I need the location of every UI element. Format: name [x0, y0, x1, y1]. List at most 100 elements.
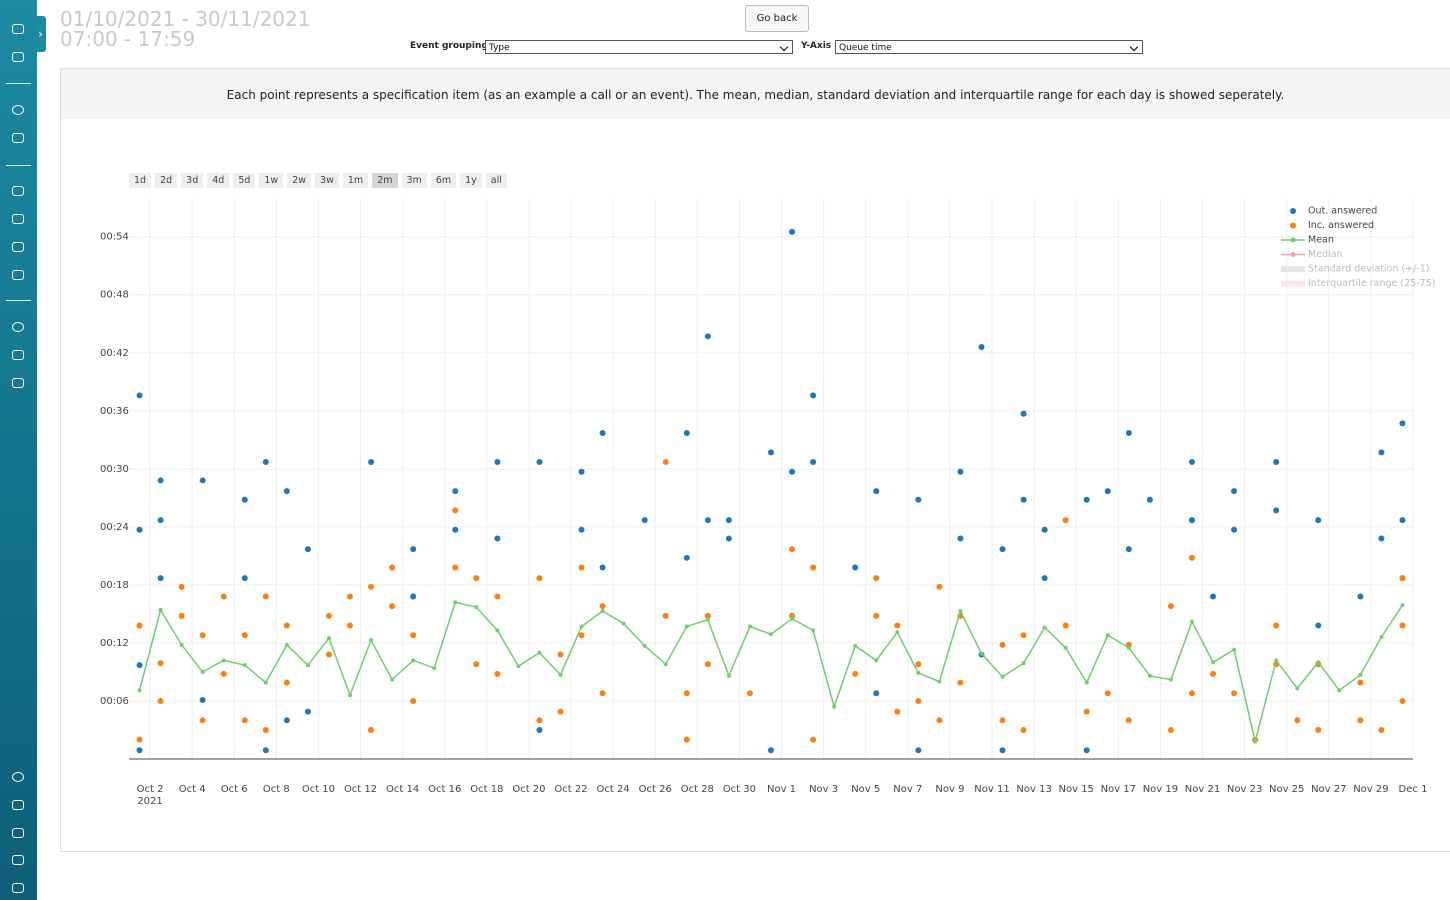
- data-point: [157, 660, 164, 667]
- data-point: [599, 564, 606, 571]
- range-button[interactable]: 3w: [315, 173, 339, 188]
- nav-user[interactable]: [12, 855, 24, 865]
- nav-logout[interactable]: [12, 883, 24, 893]
- x-tick-label: Nov 5: [851, 784, 880, 795]
- y-tick-label: 00:30: [100, 464, 129, 475]
- nav-users[interactable]: [12, 52, 24, 62]
- x-tick-label: Oct 14: [386, 784, 419, 795]
- data-point: [768, 747, 774, 754]
- mean-point: [726, 673, 731, 678]
- data-point: [1378, 535, 1385, 542]
- data-point: [262, 459, 269, 466]
- nav-help[interactable]: [12, 772, 24, 782]
- data-point: [368, 459, 375, 466]
- mean-point: [579, 624, 584, 629]
- data-point: [873, 488, 880, 495]
- nav-report[interactable]: [12, 378, 24, 388]
- range-button[interactable]: 3d: [181, 173, 204, 188]
- data-point: [1231, 488, 1238, 495]
- nav-chart-c[interactable]: [12, 242, 24, 252]
- x-tick-label: Oct 6: [221, 784, 248, 795]
- nav-dashboard[interactable]: [12, 105, 24, 115]
- data-point: [1041, 526, 1048, 533]
- range-button[interactable]: 4d: [207, 173, 230, 188]
- mean-point: [1211, 660, 1216, 665]
- range-button[interactable]: 1m: [342, 173, 369, 188]
- mean-point: [348, 693, 353, 698]
- data-point: [410, 546, 417, 553]
- data-point: [1399, 622, 1406, 629]
- event-grouping-select[interactable]: Type: [485, 40, 793, 54]
- x-tick-label: Nov 25: [1269, 784, 1304, 795]
- data-point: [1357, 593, 1364, 600]
- x-tick-label: Oct 22: [554, 784, 587, 795]
- y-tick-label: 00:18: [100, 580, 129, 591]
- range-button[interactable]: 1y: [460, 173, 482, 188]
- mean-point: [832, 704, 837, 709]
- mean-point: [242, 663, 247, 668]
- y-tick-label: 00:54: [100, 232, 129, 243]
- nav-chart-a[interactable]: [12, 186, 24, 196]
- nav-settings[interactable]: [12, 322, 24, 332]
- data-point: [936, 583, 943, 590]
- mean-point: [158, 608, 163, 613]
- mean-point: [1337, 688, 1342, 693]
- data-point: [1041, 575, 1048, 582]
- y-tick-label: 00:12: [100, 638, 129, 649]
- range-button[interactable]: 2m: [372, 173, 398, 188]
- mean-point: [790, 616, 795, 621]
- mean-point: [663, 662, 668, 667]
- nav-tools[interactable]: [12, 350, 24, 360]
- range-button[interactable]: 1w: [259, 173, 284, 188]
- data-point: [578, 564, 585, 571]
- nav-folder[interactable]: [12, 270, 24, 280]
- range-button[interactable]: 6m: [430, 173, 457, 188]
- data-point: [1210, 593, 1217, 600]
- mean-point: [811, 628, 816, 633]
- range-button[interactable]: all: [485, 173, 507, 188]
- nav-terminal[interactable]: [12, 828, 24, 838]
- data-point: [683, 690, 690, 697]
- sidebar-toggle[interactable]: ›: [35, 16, 46, 52]
- data-point: [136, 526, 143, 533]
- nav-calc[interactable]: [12, 800, 24, 810]
- mean-point: [1063, 645, 1068, 650]
- data-point: [704, 517, 711, 524]
- x-tick-label: Nov 13: [1016, 784, 1051, 795]
- mean-point: [705, 617, 710, 622]
- range-button[interactable]: 2d: [155, 173, 178, 188]
- mean-point: [1000, 674, 1005, 679]
- mean-point: [1295, 686, 1300, 691]
- legend-marker: [1290, 222, 1296, 229]
- data-point: [915, 697, 922, 704]
- nav-list[interactable]: [12, 133, 24, 143]
- data-point: [157, 697, 164, 704]
- mean-point: [537, 650, 542, 655]
- data-point: [136, 736, 143, 743]
- data-point: [452, 507, 459, 514]
- data-point: [1399, 697, 1406, 704]
- data-point: [725, 517, 732, 524]
- range-button[interactable]: 2w: [287, 173, 312, 188]
- range-button[interactable]: 3m: [401, 173, 427, 188]
- legend-marker: [1290, 252, 1296, 257]
- x-tick-label: Nov 7: [893, 784, 922, 795]
- go-back-button[interactable]: Go back: [745, 5, 809, 32]
- y-axis-select[interactable]: Queue time: [835, 40, 1143, 54]
- legend-marker: [1290, 208, 1296, 214]
- description: Each point represents a specification it…: [226, 88, 1285, 102]
- data-point: [578, 526, 585, 533]
- data-point: [283, 717, 290, 724]
- range-button[interactable]: 5d: [233, 173, 256, 188]
- data-point: [452, 488, 459, 495]
- data-point: [999, 717, 1006, 724]
- nav-home[interactable]: [12, 24, 24, 34]
- x-tick-label: Oct 12: [344, 784, 377, 795]
- mean-point: [1042, 625, 1047, 630]
- data-point: [789, 612, 796, 619]
- range-button[interactable]: 1d: [129, 173, 152, 188]
- data-point: [368, 726, 375, 733]
- nav-chart-b[interactable]: [12, 214, 24, 224]
- mean-point: [1105, 633, 1110, 638]
- data-point: [578, 468, 585, 475]
